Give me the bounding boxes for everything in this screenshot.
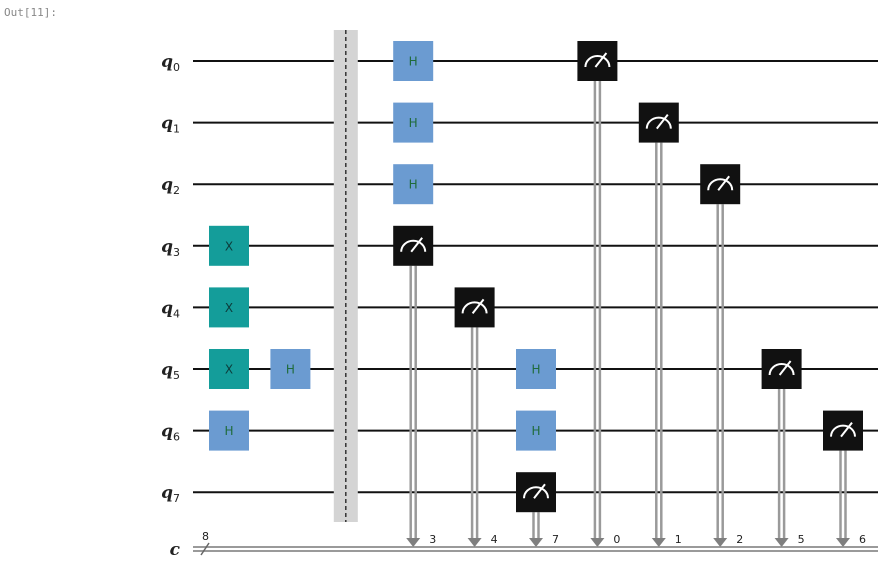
qubit-label-q1: q1 xyxy=(161,114,180,136)
measure-gate-q1 xyxy=(638,102,679,143)
meter-needle-icon xyxy=(778,360,792,376)
meter-needle-icon xyxy=(717,175,730,191)
gate-label-h-q5: H xyxy=(286,363,295,377)
meter-needle-icon xyxy=(656,113,669,130)
h-gate-q6 xyxy=(516,410,556,451)
measure-box xyxy=(638,102,679,143)
measure-arrowhead-q1 xyxy=(651,538,666,547)
cbit-index-1: 1 xyxy=(675,533,682,546)
gate-label-x-q4: X xyxy=(225,301,233,315)
h-gate-q1 xyxy=(393,102,434,143)
gate-label-h-q0: H xyxy=(409,55,418,69)
measure-box xyxy=(454,287,495,328)
meter-needle-icon xyxy=(840,421,853,438)
qubit-label-q6: q6 xyxy=(161,422,180,444)
cbit-index-2: 2 xyxy=(736,533,743,546)
gate-label-x-q3: X xyxy=(225,239,233,253)
meter-arc-icon xyxy=(400,239,427,252)
gate-label-h-q5: H xyxy=(531,363,540,377)
x-gate-q3 xyxy=(209,225,249,266)
qubit-label-q7: q7 xyxy=(161,483,180,505)
h-gate-q0 xyxy=(393,41,434,81)
measure-arrowhead-q2 xyxy=(713,538,728,547)
classical-register-width: 8 xyxy=(202,530,209,543)
gate-label-h-q2: H xyxy=(409,178,418,192)
measure-gate-q3 xyxy=(393,225,434,266)
measure-arrowhead-q3 xyxy=(406,538,421,547)
measure-arrowhead-q0 xyxy=(590,538,605,547)
h-gate-q5 xyxy=(516,349,556,389)
meter-arc-icon xyxy=(707,178,734,191)
cbit-index-7: 7 xyxy=(552,533,559,546)
measure-arrowhead-q4 xyxy=(467,538,482,547)
cbit-index-3: 3 xyxy=(429,533,436,546)
measure-box xyxy=(577,41,618,81)
measure-box xyxy=(761,349,802,389)
cbit-index-0: 0 xyxy=(613,533,620,546)
gate-label-h-q1: H xyxy=(409,116,418,130)
h-gate-q5 xyxy=(270,349,311,389)
meter-arc-icon xyxy=(830,424,856,437)
register-width-slash xyxy=(200,542,210,556)
measure-gate-q6 xyxy=(823,410,863,451)
output-prompt: Out[11]: xyxy=(4,6,57,19)
h-gate-q6 xyxy=(209,410,249,451)
cbit-index-5: 5 xyxy=(798,533,805,546)
gate-label-h-q6: H xyxy=(224,424,233,438)
meter-arc-icon xyxy=(584,55,611,68)
measure-box xyxy=(700,164,741,205)
meter-needle-icon xyxy=(594,52,608,68)
measure-gate-q5 xyxy=(761,349,802,389)
h-gate-q2 xyxy=(393,164,434,205)
measure-arrowhead-q5 xyxy=(774,538,789,547)
cbit-index-4: 4 xyxy=(491,533,498,546)
measure-box xyxy=(516,472,556,513)
meter-arc-icon xyxy=(645,116,672,129)
measure-gate-q7 xyxy=(516,472,556,513)
measure-arrowhead-q7 xyxy=(529,538,543,547)
qubit-label-q4: q4 xyxy=(161,298,180,320)
meter-needle-icon xyxy=(410,237,423,253)
measure-gate-q4 xyxy=(454,287,495,328)
qubit-label-q5: q5 xyxy=(161,360,180,382)
qubit-label-q2: q2 xyxy=(161,175,180,197)
gate-label-h-q6: H xyxy=(531,424,540,438)
meter-needle-icon xyxy=(471,298,485,315)
measure-gate-q0 xyxy=(577,41,618,81)
gate-label-x-q5: X xyxy=(225,363,233,377)
meter-arc-icon xyxy=(768,363,795,376)
meter-arc-icon xyxy=(523,486,549,499)
meter-arc-icon xyxy=(461,301,488,314)
qubit-label-q0: q0 xyxy=(161,52,180,74)
x-gate-q5 xyxy=(209,349,249,389)
x-gate-q4 xyxy=(209,287,249,328)
meter-needle-icon xyxy=(533,483,546,499)
measure-box xyxy=(393,225,434,266)
qubit-label-q3: q3 xyxy=(161,237,180,259)
cbit-index-6: 6 xyxy=(859,533,866,546)
measure-gate-q2 xyxy=(700,164,741,205)
measure-box xyxy=(823,410,863,451)
measure-arrowhead-q6 xyxy=(836,538,850,547)
classical-register-label: c xyxy=(170,540,181,560)
